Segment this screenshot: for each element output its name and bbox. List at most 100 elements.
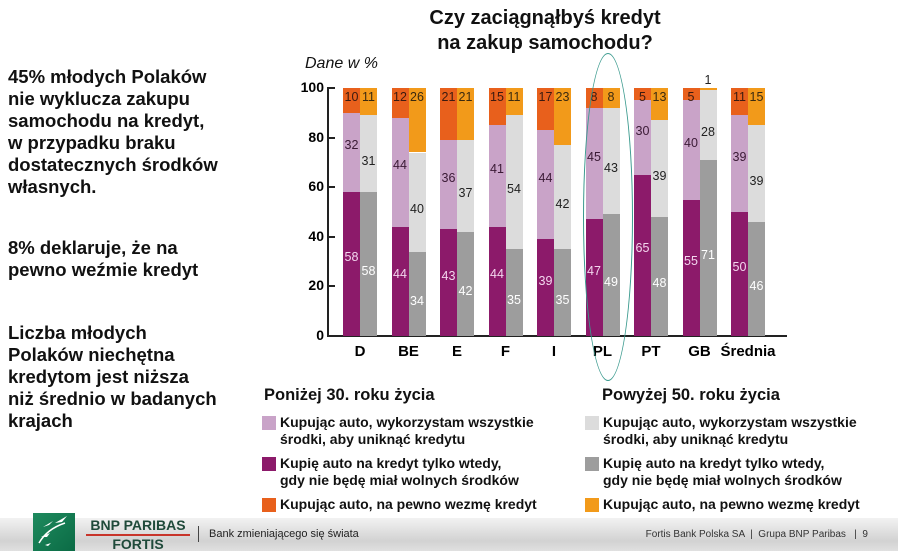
bar-value-label: 5 (687, 90, 695, 104)
bar-segment (391, 117, 409, 227)
legend-item-old-sure-credit: Kupując auto, na pewno wezmę kredyt (585, 496, 860, 513)
chart-title: Czy zaciągnąłbyś kredyt na zakup samocho… (429, 7, 661, 54)
legend-swatch (262, 416, 276, 430)
bar-value-label: 40 (684, 136, 698, 150)
legend-item-young-credit-if-needed: Kupię auto na kredyt tylko wtedy, gdy ni… (262, 455, 519, 489)
y-tick (327, 136, 335, 139)
footer-right-text: Fortis Bank Polska SA | Grupa BNP Pariba… (645, 529, 868, 540)
bar-value-label: 37 (458, 185, 473, 200)
x-tick-label: Średnia (720, 343, 776, 360)
bar-value-label: 17 (538, 90, 553, 104)
bar-segment (440, 229, 457, 336)
bar-średnia-old: 46 39 15 (748, 88, 765, 336)
legend-title-old: Powyżej 50. roku życia (602, 386, 780, 404)
bar-value-label: 39 (749, 173, 764, 188)
y-tick (327, 186, 335, 189)
bar-value-label: 39 (652, 168, 667, 183)
left-paragraph-1: 45% młodych Polaków nie wyklucza zakupu … (8, 66, 253, 198)
legend-label: Kupując auto, na pewno wezmę kredyt (603, 496, 860, 512)
bar-value-label: 48 (652, 276, 667, 291)
bar-segment (731, 115, 748, 212)
bar-value-label: 35 (555, 292, 570, 307)
legend-label: Kupując auto, na pewno wezmę kredyt (280, 496, 537, 512)
bar-value-label: 13 (652, 90, 667, 104)
bar-segment (457, 88, 474, 141)
bar-pt-young: 65 30 5 (634, 88, 651, 336)
brand-bottom: FORTIS (112, 536, 164, 551)
bar-value-label: 54 (507, 182, 521, 197)
x-tick-label: F (500, 343, 511, 360)
bar-value-label: 39 (538, 273, 553, 288)
bar-segment (505, 249, 523, 336)
bar-segment (748, 125, 765, 222)
bar-segment (488, 125, 506, 227)
bar-segment (343, 112, 360, 193)
bar-value-label: 46 (749, 278, 764, 293)
bar-value-label: 32 (344, 138, 359, 153)
bar-segment (699, 159, 717, 336)
footer-separator (198, 526, 199, 542)
legend-item-young-sure-credit: Kupując auto, na pewno wezmę kredyt (262, 496, 537, 513)
bar-segment (537, 88, 554, 131)
y-tick-label: 60 (308, 178, 324, 195)
legend-label: Kupię auto na kredyt tylko wtedy, gdy ni… (603, 455, 842, 488)
legend-item-old-credit-if-needed: Kupię auto na kredyt tylko wtedy, gdy ni… (585, 455, 842, 489)
y-tick (327, 335, 335, 337)
bar-f-young: 44 41 15 (488, 88, 506, 336)
bar-value-label: 21 (458, 90, 473, 104)
bar-e-old: 42 37 21 (457, 88, 474, 336)
legend-label: Kupując auto, wykorzystam wszystkie środ… (280, 414, 534, 447)
footer-tagline: Bank zmieniającego się świata (209, 528, 359, 540)
x-tick-label: BE (398, 343, 419, 360)
bar-segment (360, 192, 377, 336)
birds-icon (38, 516, 67, 546)
bar-value-label: 10 (344, 90, 359, 104)
bar-value-label: 44 (538, 170, 553, 185)
y-tick-label: 40 (308, 227, 324, 244)
paragraph-text: 8% deklaruje, że na pewno weźmie kredyt (8, 237, 199, 280)
bar-value-label: 11 (362, 90, 375, 104)
bar-segment (731, 212, 748, 336)
bar-value-label: 44 (490, 267, 504, 282)
bar-value-label: 12 (393, 90, 407, 104)
bar-value-label: 15 (490, 90, 504, 104)
stacked-bar-chart: 0 20 40 60 80 100 58 32 10 58 31 11 D 44 44 12 34 40 26 BE 4… (301, 73, 787, 360)
bar-value-label: 15 (749, 90, 764, 104)
y-tick-label: 80 (308, 128, 324, 145)
bar-gb-young: 55 40 5 (682, 88, 700, 336)
bar-value-label: 42 (458, 283, 473, 298)
legend-swatch (585, 416, 599, 430)
bar-segment (391, 226, 409, 336)
bar-segment (699, 88, 717, 91)
bar-d-old: 58 31 11 (360, 88, 377, 336)
bar-value-label: 71 (701, 247, 715, 262)
legend-swatch (262, 498, 276, 512)
bar-segment (634, 174, 651, 336)
legend-label: Kupując auto, wykorzystam wszystkie środ… (603, 414, 857, 447)
chart-subtitle: Dane w % (305, 55, 378, 72)
bar-value-label: 58 (361, 264, 376, 279)
paragraph-text: Liczba młodych Polaków niechętna kredyto… (8, 322, 217, 431)
bar-value-label: 50 (732, 260, 747, 274)
bar-segment (488, 88, 506, 126)
y-tick-label: 0 (316, 327, 324, 343)
y-tick (327, 285, 335, 288)
bar-segment (682, 88, 700, 101)
bar-e-young: 43 36 21 (440, 88, 457, 336)
bar-segment (457, 231, 474, 336)
bar-segment (651, 120, 668, 217)
bar-segment (731, 88, 748, 116)
bar-segment (554, 145, 571, 250)
bar-segment (343, 192, 360, 336)
bar-segment (343, 88, 360, 113)
bar-value-label: 1 (704, 73, 712, 87)
x-tick-label: PT (641, 343, 661, 360)
y-tick (327, 87, 335, 89)
bar-value-label: 44 (393, 267, 407, 282)
bar-segment (457, 140, 474, 232)
bar-gb-old: 71 28 1 (699, 73, 717, 336)
legend-swatch (585, 457, 599, 471)
bar-value-label: 55 (684, 253, 698, 268)
bar-segment (748, 88, 765, 126)
bar-segment (554, 249, 571, 336)
